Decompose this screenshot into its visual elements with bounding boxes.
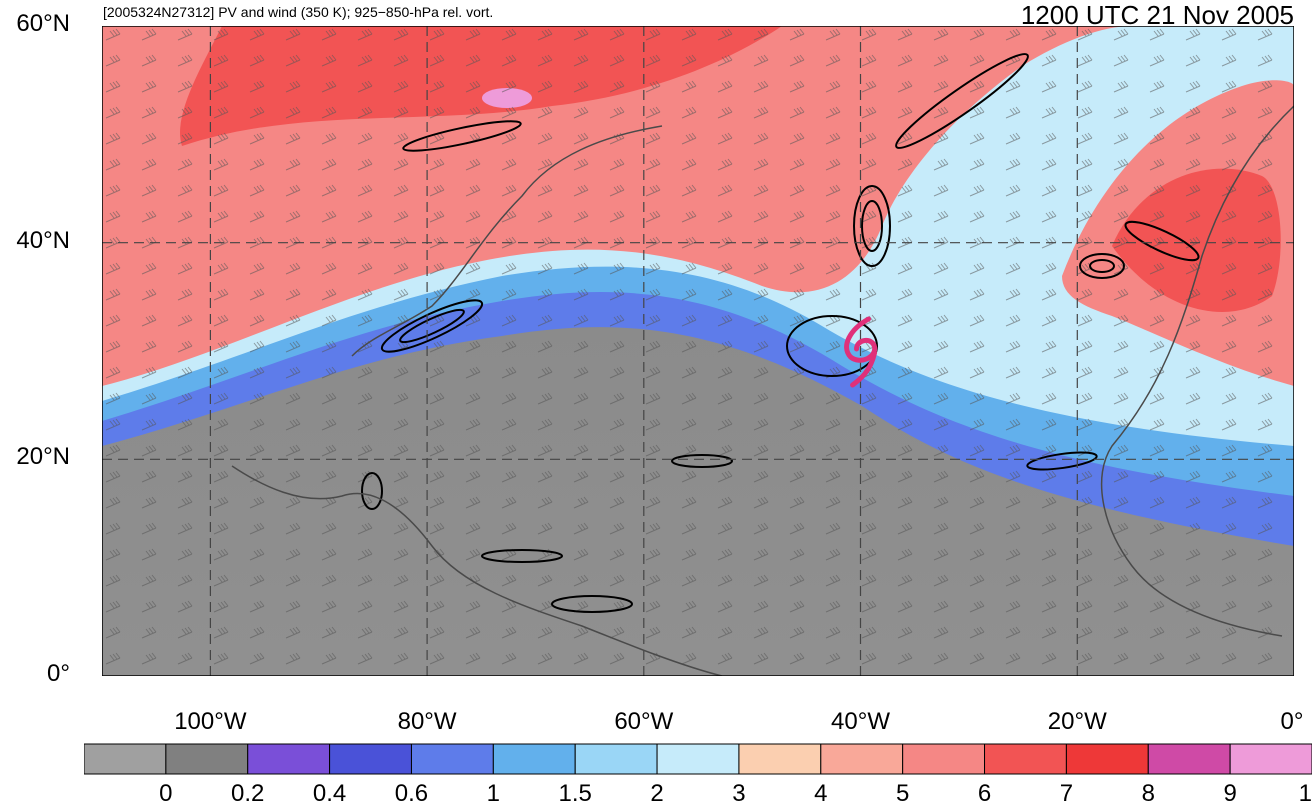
lat-label: 40°N [16, 226, 70, 254]
colorbar-tick-label: 6 [977, 780, 992, 807]
lon-label: 20°W [1047, 708, 1107, 735]
wind-barbs [102, 26, 1294, 676]
colorbar-tick-label: 0.4 [312, 780, 347, 807]
colorbar-tick-label: 7 [1059, 780, 1074, 807]
colorbar-tick-label: 10 [1298, 780, 1312, 807]
colorbar-swatch [165, 743, 249, 775]
pv-colorbar [84, 743, 1312, 775]
coastlines [231, 105, 1294, 676]
colorbar-swatch [329, 743, 412, 775]
colorbar-swatch [902, 743, 986, 775]
vorticity-contours [361, 53, 1200, 613]
colorbar-tick-label: 4 [814, 780, 828, 807]
colorbar-swatch [656, 743, 740, 775]
colorbar-tick-label: 2 [650, 780, 664, 807]
colorbar-tick-label: 1.5 [558, 780, 592, 807]
colorbar-swatch [1229, 743, 1312, 775]
colorbar-tick-label: 5 [895, 780, 910, 807]
lon-label: 0° [1280, 708, 1304, 735]
colorbar-swatch [738, 743, 822, 775]
colorbar-tick-label: 0.2 [231, 780, 265, 807]
colorbar-swatch [820, 743, 904, 775]
colorbar-swatch [410, 743, 494, 775]
colorbar-swatch [574, 743, 658, 775]
tropical-storm-icon [844, 316, 878, 388]
map-title: [2005324N27312] PV and wind (350 K); 925… [103, 4, 494, 20]
colorbar-swatch [492, 743, 576, 775]
colorbar-swatch [84, 743, 167, 775]
colorbar-tick-label: 8 [1141, 780, 1155, 807]
lon-label: 100°W [174, 708, 247, 735]
pv-map [102, 26, 1294, 676]
colorbar-tick-label: 0.6 [394, 780, 429, 807]
lon-label: 80°W [397, 708, 457, 735]
lon-label: 60°W [614, 708, 674, 735]
colorbar-tick-label: 1 [486, 780, 501, 807]
colorbar-tick-label: 3 [732, 780, 746, 807]
colorbar-tick-label: 9 [1223, 780, 1237, 807]
valid-time: 1200 UTC 21 Nov 2005 [1020, 0, 1294, 30]
lat-label: 60°N [16, 10, 70, 37]
colorbar-swatch [247, 743, 331, 775]
lat-label: 20°N [16, 443, 70, 471]
colorbar-swatch [984, 743, 1067, 775]
colorbar-tick-label: 0 [159, 780, 173, 807]
graticule [102, 26, 1294, 676]
lat-label: 0° [47, 660, 70, 687]
colorbar-swatch [1147, 743, 1231, 775]
lon-label: 40°W [831, 708, 891, 735]
colorbar-swatch [1065, 743, 1149, 775]
